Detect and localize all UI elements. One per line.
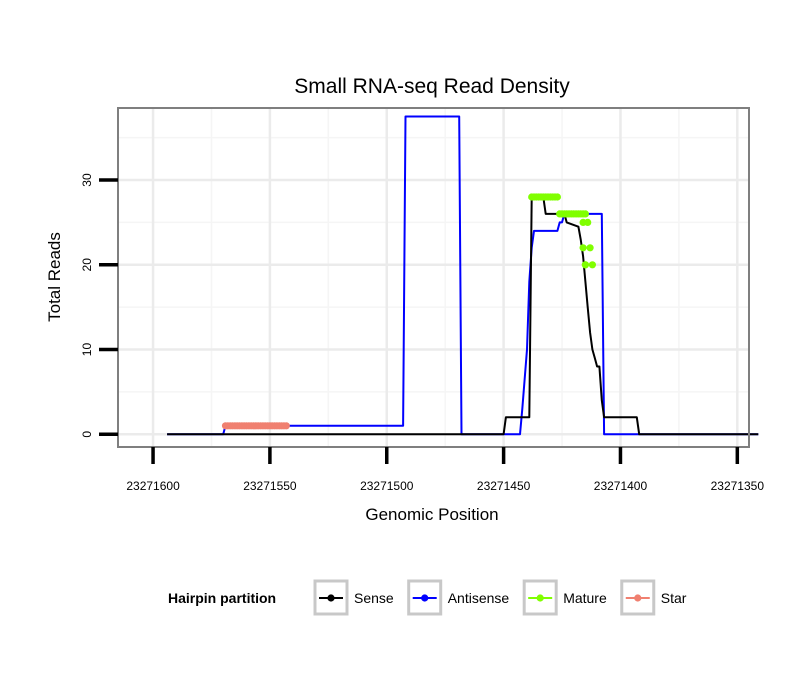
series-mature — [528, 193, 597, 269]
series-star — [221, 422, 290, 430]
data-point-star — [282, 422, 290, 430]
grid-lines — [118, 108, 749, 447]
legend-key-dot — [536, 594, 544, 602]
series-layer — [167, 115, 759, 436]
legend-title: Hairpin partition — [168, 590, 276, 606]
x-tick-label: 23271450 — [477, 479, 531, 493]
legend: Hairpin partition Sense Antisense Mature St… — [168, 579, 687, 616]
legend-key-antisense — [407, 579, 443, 616]
x-tick-label: 23271350 — [711, 479, 765, 493]
legend-key-dot — [327, 594, 335, 602]
legend-key-dot — [421, 594, 429, 602]
data-point-mature — [588, 261, 597, 269]
legend-key-star — [620, 579, 656, 616]
data-point-mature — [581, 210, 590, 218]
legend-label: Sense — [354, 590, 394, 606]
plot-panel — [118, 108, 749, 447]
legend-label: Mature — [563, 590, 607, 606]
data-point-mature — [579, 218, 587, 226]
x-tick-label: 23271500 — [360, 479, 414, 493]
legend-label: Antisense — [448, 590, 510, 606]
x-tick-label: 23271600 — [126, 479, 180, 493]
y-tick-label: 20 — [80, 258, 94, 272]
series-sense — [167, 196, 759, 436]
x-axis-title: Genomic Position — [365, 505, 498, 524]
y-tick-label: 10 — [80, 343, 94, 357]
plot-border — [117, 107, 750, 448]
legend-key-mature — [522, 579, 558, 616]
x-axis: 23271600 23271550 23271500 23271450 23271400… — [126, 447, 764, 493]
data-point-mature — [553, 193, 562, 201]
data-point-mature — [586, 244, 594, 252]
series-line-sense — [167, 196, 759, 436]
y-tick-label: 30 — [80, 173, 94, 187]
x-tick-label: 23271400 — [594, 479, 648, 493]
y-axis-title: Total Reads — [45, 232, 64, 322]
legend-label: Star — [661, 590, 687, 606]
chart-title: Small RNA-seq Read Density — [294, 75, 570, 98]
legend-key-sense — [313, 579, 349, 616]
data-point-mature — [579, 244, 587, 252]
data-point-mature — [581, 261, 590, 269]
y-tick-label: 0 — [80, 431, 94, 438]
legend-key-dot — [634, 594, 642, 602]
x-tick-label: 23271550 — [243, 479, 297, 493]
y-axis: 0 10 20 30 — [80, 173, 118, 438]
